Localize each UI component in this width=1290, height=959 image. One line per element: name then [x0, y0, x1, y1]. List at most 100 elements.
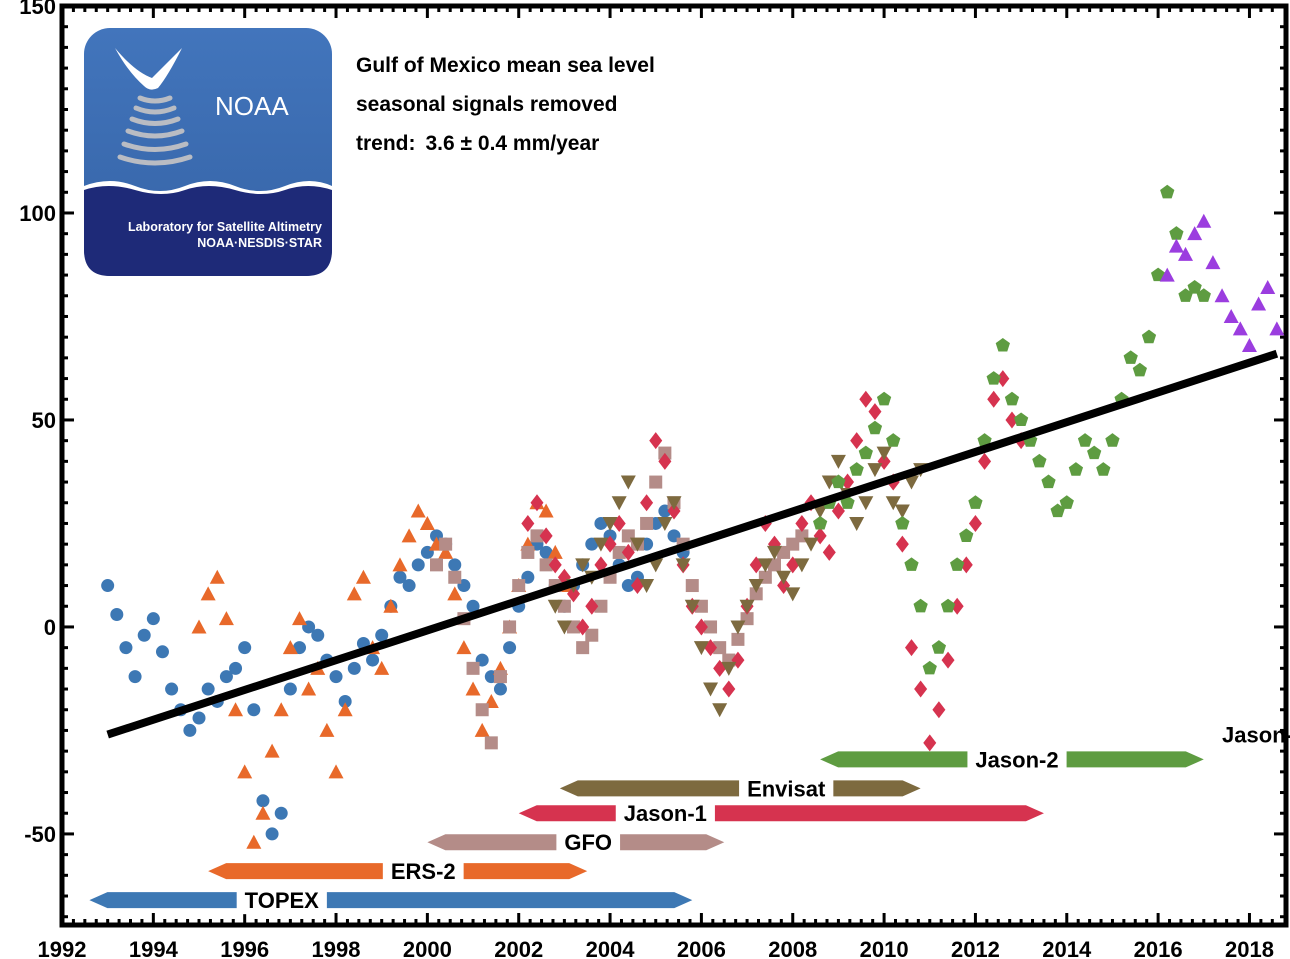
- data-point: [640, 494, 654, 512]
- axis-ticks: 1992 1994 1996 1998 2000 2002 2004 2006 2008 2010…: [19, 0, 1286, 959]
- data-point: [914, 680, 928, 698]
- data-point: [355, 569, 371, 584]
- data-point: [530, 529, 544, 543]
- data-point: [547, 599, 563, 614]
- data-point: [219, 670, 233, 684]
- data-point: [932, 701, 946, 719]
- x-tick-label: 2014: [1042, 937, 1092, 959]
- data-point: [1041, 474, 1056, 489]
- data-point: [684, 599, 700, 614]
- data-point: [255, 805, 271, 820]
- data-point: [1159, 267, 1175, 282]
- x-tick-label: 1994: [129, 937, 179, 959]
- data-point: [292, 641, 306, 655]
- data-point: [876, 391, 892, 406]
- data-point: [466, 661, 480, 675]
- data-point: [301, 681, 317, 696]
- data-point: [264, 743, 280, 758]
- data-point: [903, 475, 919, 490]
- data-point: [237, 764, 253, 779]
- data-point: [1105, 433, 1120, 447]
- data-point: [648, 558, 664, 573]
- data-point: [557, 599, 571, 613]
- data-point: [704, 620, 718, 634]
- data-point: [576, 618, 590, 636]
- y-tick-label: -50: [24, 822, 56, 847]
- data-point: [319, 722, 335, 737]
- data-point: [1205, 255, 1221, 270]
- data-point: [858, 445, 873, 460]
- data-point: [693, 641, 709, 656]
- data-point: [530, 494, 544, 512]
- data-point: [712, 703, 728, 718]
- data-point: [621, 543, 635, 561]
- logo-name: NOAA: [215, 91, 289, 121]
- plot-frame: [59, 3, 1289, 928]
- data-point: [1004, 391, 1020, 406]
- data-point: [950, 557, 965, 571]
- data-point: [1068, 462, 1084, 476]
- data-point: [1132, 362, 1147, 377]
- mission-label: GFO: [564, 830, 612, 855]
- data-point: [987, 390, 1001, 408]
- data-point: [594, 516, 608, 530]
- data-point: [273, 702, 289, 717]
- data-point: [977, 433, 992, 447]
- data-point: [1168, 238, 1184, 253]
- x-tick-label: 1998: [312, 937, 361, 959]
- data-point: [904, 557, 919, 571]
- data-point: [904, 639, 918, 657]
- data-point: [538, 503, 554, 518]
- data-point: [895, 535, 909, 553]
- data-point: [639, 579, 655, 594]
- x-tick-label: 1992: [38, 937, 87, 959]
- data-point: [968, 495, 983, 509]
- data-point: [940, 598, 956, 613]
- data-point: [986, 371, 1001, 385]
- data-point: [374, 660, 390, 675]
- bird-icon: [115, 48, 182, 90]
- data-point: [338, 694, 352, 708]
- data-point: [1269, 321, 1285, 336]
- x-tick-label: 2002: [494, 937, 543, 959]
- logo-line1: Laboratory for Satellite Altimetry: [128, 220, 322, 234]
- data-point: [110, 608, 124, 622]
- data-point: [282, 640, 298, 655]
- data-point: [713, 641, 727, 655]
- data-point: [1059, 495, 1074, 509]
- data-point: [767, 558, 781, 572]
- mission-label-bg: [967, 745, 1067, 774]
- data-point: [831, 474, 846, 489]
- data-point: [868, 403, 882, 421]
- data-point: [137, 628, 151, 642]
- data-point: [776, 570, 792, 585]
- data-point: [438, 544, 454, 559]
- data-point: [959, 528, 974, 542]
- data-point: [931, 640, 947, 654]
- data-point: [556, 620, 572, 635]
- x-tick-label: 2016: [1134, 937, 1183, 959]
- mission-bar: [518, 805, 1044, 822]
- data-point: [401, 528, 417, 543]
- trend-line-group: [106, 349, 1279, 739]
- data-point: [950, 597, 964, 615]
- data-point: [813, 515, 828, 530]
- plot-border: [59, 3, 1289, 928]
- data-point: [978, 452, 992, 470]
- trend-value: 3.6 ± 0.4 mm/year: [426, 132, 600, 155]
- series-jason-3: [1159, 213, 1285, 352]
- data-point: [200, 586, 216, 601]
- x-tick-label: 2012: [951, 937, 1000, 959]
- data-point: [694, 599, 708, 613]
- data-point: [128, 670, 142, 684]
- data-point: [1232, 321, 1248, 336]
- logo-line2: NOAA·NESDIS·STAR: [197, 236, 322, 250]
- data-point: [503, 641, 517, 655]
- data-point: [191, 619, 207, 634]
- data-point: [1050, 503, 1065, 518]
- mission-label: Jason-2: [975, 747, 1058, 772]
- data-point: [101, 579, 115, 593]
- data-point: [265, 827, 279, 841]
- data-point: [611, 496, 627, 511]
- data-point: [430, 558, 444, 572]
